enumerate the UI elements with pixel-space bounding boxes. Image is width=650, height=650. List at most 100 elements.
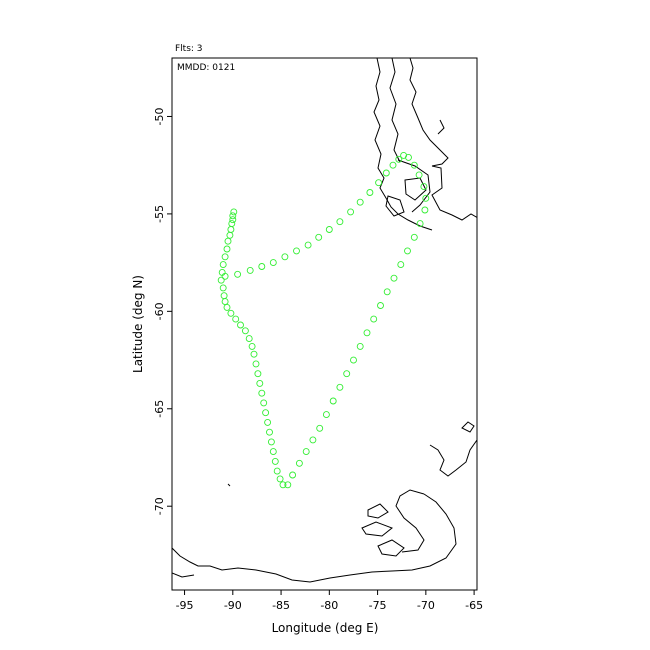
track-point — [421, 206, 429, 214]
track-point — [347, 208, 355, 216]
track-point — [273, 467, 281, 475]
track-point — [363, 329, 371, 337]
track-point — [316, 424, 324, 432]
x-tick-label: -95 — [176, 599, 194, 612]
track-point — [229, 212, 237, 220]
track-point — [228, 220, 236, 228]
track-point — [217, 276, 225, 284]
track-point — [250, 350, 258, 358]
track-point — [410, 161, 418, 169]
track-point — [415, 171, 423, 179]
track-point — [350, 356, 357, 364]
track-point — [336, 383, 344, 391]
y-axis-label: Latitude (deg N) — [131, 275, 145, 373]
track-point — [295, 459, 303, 467]
track-point — [377, 302, 384, 309]
track-point — [410, 233, 418, 241]
x-tick-label: -80 — [320, 599, 338, 612]
track-point — [390, 274, 398, 282]
track-point — [221, 253, 229, 261]
y-axis: -50 -55 -60 -65 -70 — [153, 107, 172, 515]
track-point — [252, 360, 260, 368]
track-point — [221, 298, 229, 306]
track-point — [325, 226, 333, 233]
track-point — [304, 241, 312, 249]
track-point — [260, 399, 268, 407]
track-point — [302, 448, 310, 456]
track-point — [322, 411, 330, 419]
track-point — [329, 397, 337, 405]
track-point — [284, 481, 292, 489]
track-point — [269, 448, 277, 456]
track-point — [293, 247, 300, 255]
track-point — [256, 379, 264, 387]
track-point — [397, 261, 405, 269]
track-point — [219, 261, 227, 269]
track-point — [315, 233, 323, 241]
track-point — [234, 270, 242, 278]
track-point — [266, 428, 273, 436]
track-point — [230, 208, 238, 216]
track-point — [281, 253, 289, 261]
track-point — [227, 309, 235, 317]
track-point — [395, 155, 403, 163]
track-point — [370, 315, 378, 323]
track-point — [229, 216, 237, 224]
plot-area: -95 -90 -85 -80 -75 -70 -65 -50 -55 -60 -65 -70 — [153, 57, 483, 612]
track-point — [400, 151, 408, 159]
track-point — [389, 161, 397, 169]
track-point — [269, 259, 277, 267]
y-tick-label: -55 — [153, 205, 166, 223]
track-point — [279, 481, 287, 489]
coastline-antarctica — [172, 421, 477, 583]
track-point — [422, 194, 430, 202]
track-point — [383, 288, 391, 296]
y-tick-label: -70 — [153, 497, 166, 515]
x-tick-label: -85 — [272, 599, 290, 612]
track-point — [224, 237, 232, 245]
coastline-south-america — [373, 58, 477, 231]
track-point — [336, 218, 344, 226]
date-label: MMDD: 0121 — [177, 63, 235, 73]
track-point — [219, 284, 227, 292]
track-point — [220, 292, 228, 300]
track-point — [267, 438, 275, 446]
track-point — [382, 169, 390, 177]
track-point — [262, 409, 270, 417]
x-tick-label: -65 — [465, 599, 483, 612]
track-point — [223, 245, 231, 253]
track-point — [343, 370, 351, 378]
flight-track-points — [217, 151, 430, 489]
track-point — [264, 418, 272, 426]
y-tick-label: -65 — [153, 400, 166, 418]
track-point — [246, 266, 254, 274]
x-tick-label: -70 — [417, 599, 435, 612]
track-point — [241, 327, 249, 335]
x-axis: -95 -90 -85 -80 -75 -70 -65 — [176, 590, 483, 612]
track-point — [289, 471, 297, 479]
track-point — [309, 436, 317, 444]
track-point — [366, 189, 374, 196]
track-point — [356, 198, 364, 206]
y-tick-label: -50 — [153, 107, 166, 125]
y-tick-label: -60 — [153, 302, 166, 320]
track-point — [271, 457, 279, 465]
track-point — [245, 335, 253, 343]
track-point — [258, 389, 266, 397]
track-point — [375, 179, 383, 187]
track-point — [416, 220, 424, 228]
x-tick-label: -90 — [224, 599, 242, 612]
track-point — [248, 342, 256, 350]
track-point — [404, 247, 411, 255]
track-point — [221, 272, 229, 280]
track-point — [254, 370, 262, 378]
plot-frame — [171, 57, 478, 591]
track-point — [232, 315, 240, 323]
x-tick-label: -75 — [369, 599, 387, 612]
track-point — [258, 263, 266, 270]
track-point — [226, 231, 234, 239]
track-point — [227, 226, 235, 233]
track-point — [237, 321, 244, 329]
flights-count-label: Flts: 3 — [175, 44, 203, 54]
